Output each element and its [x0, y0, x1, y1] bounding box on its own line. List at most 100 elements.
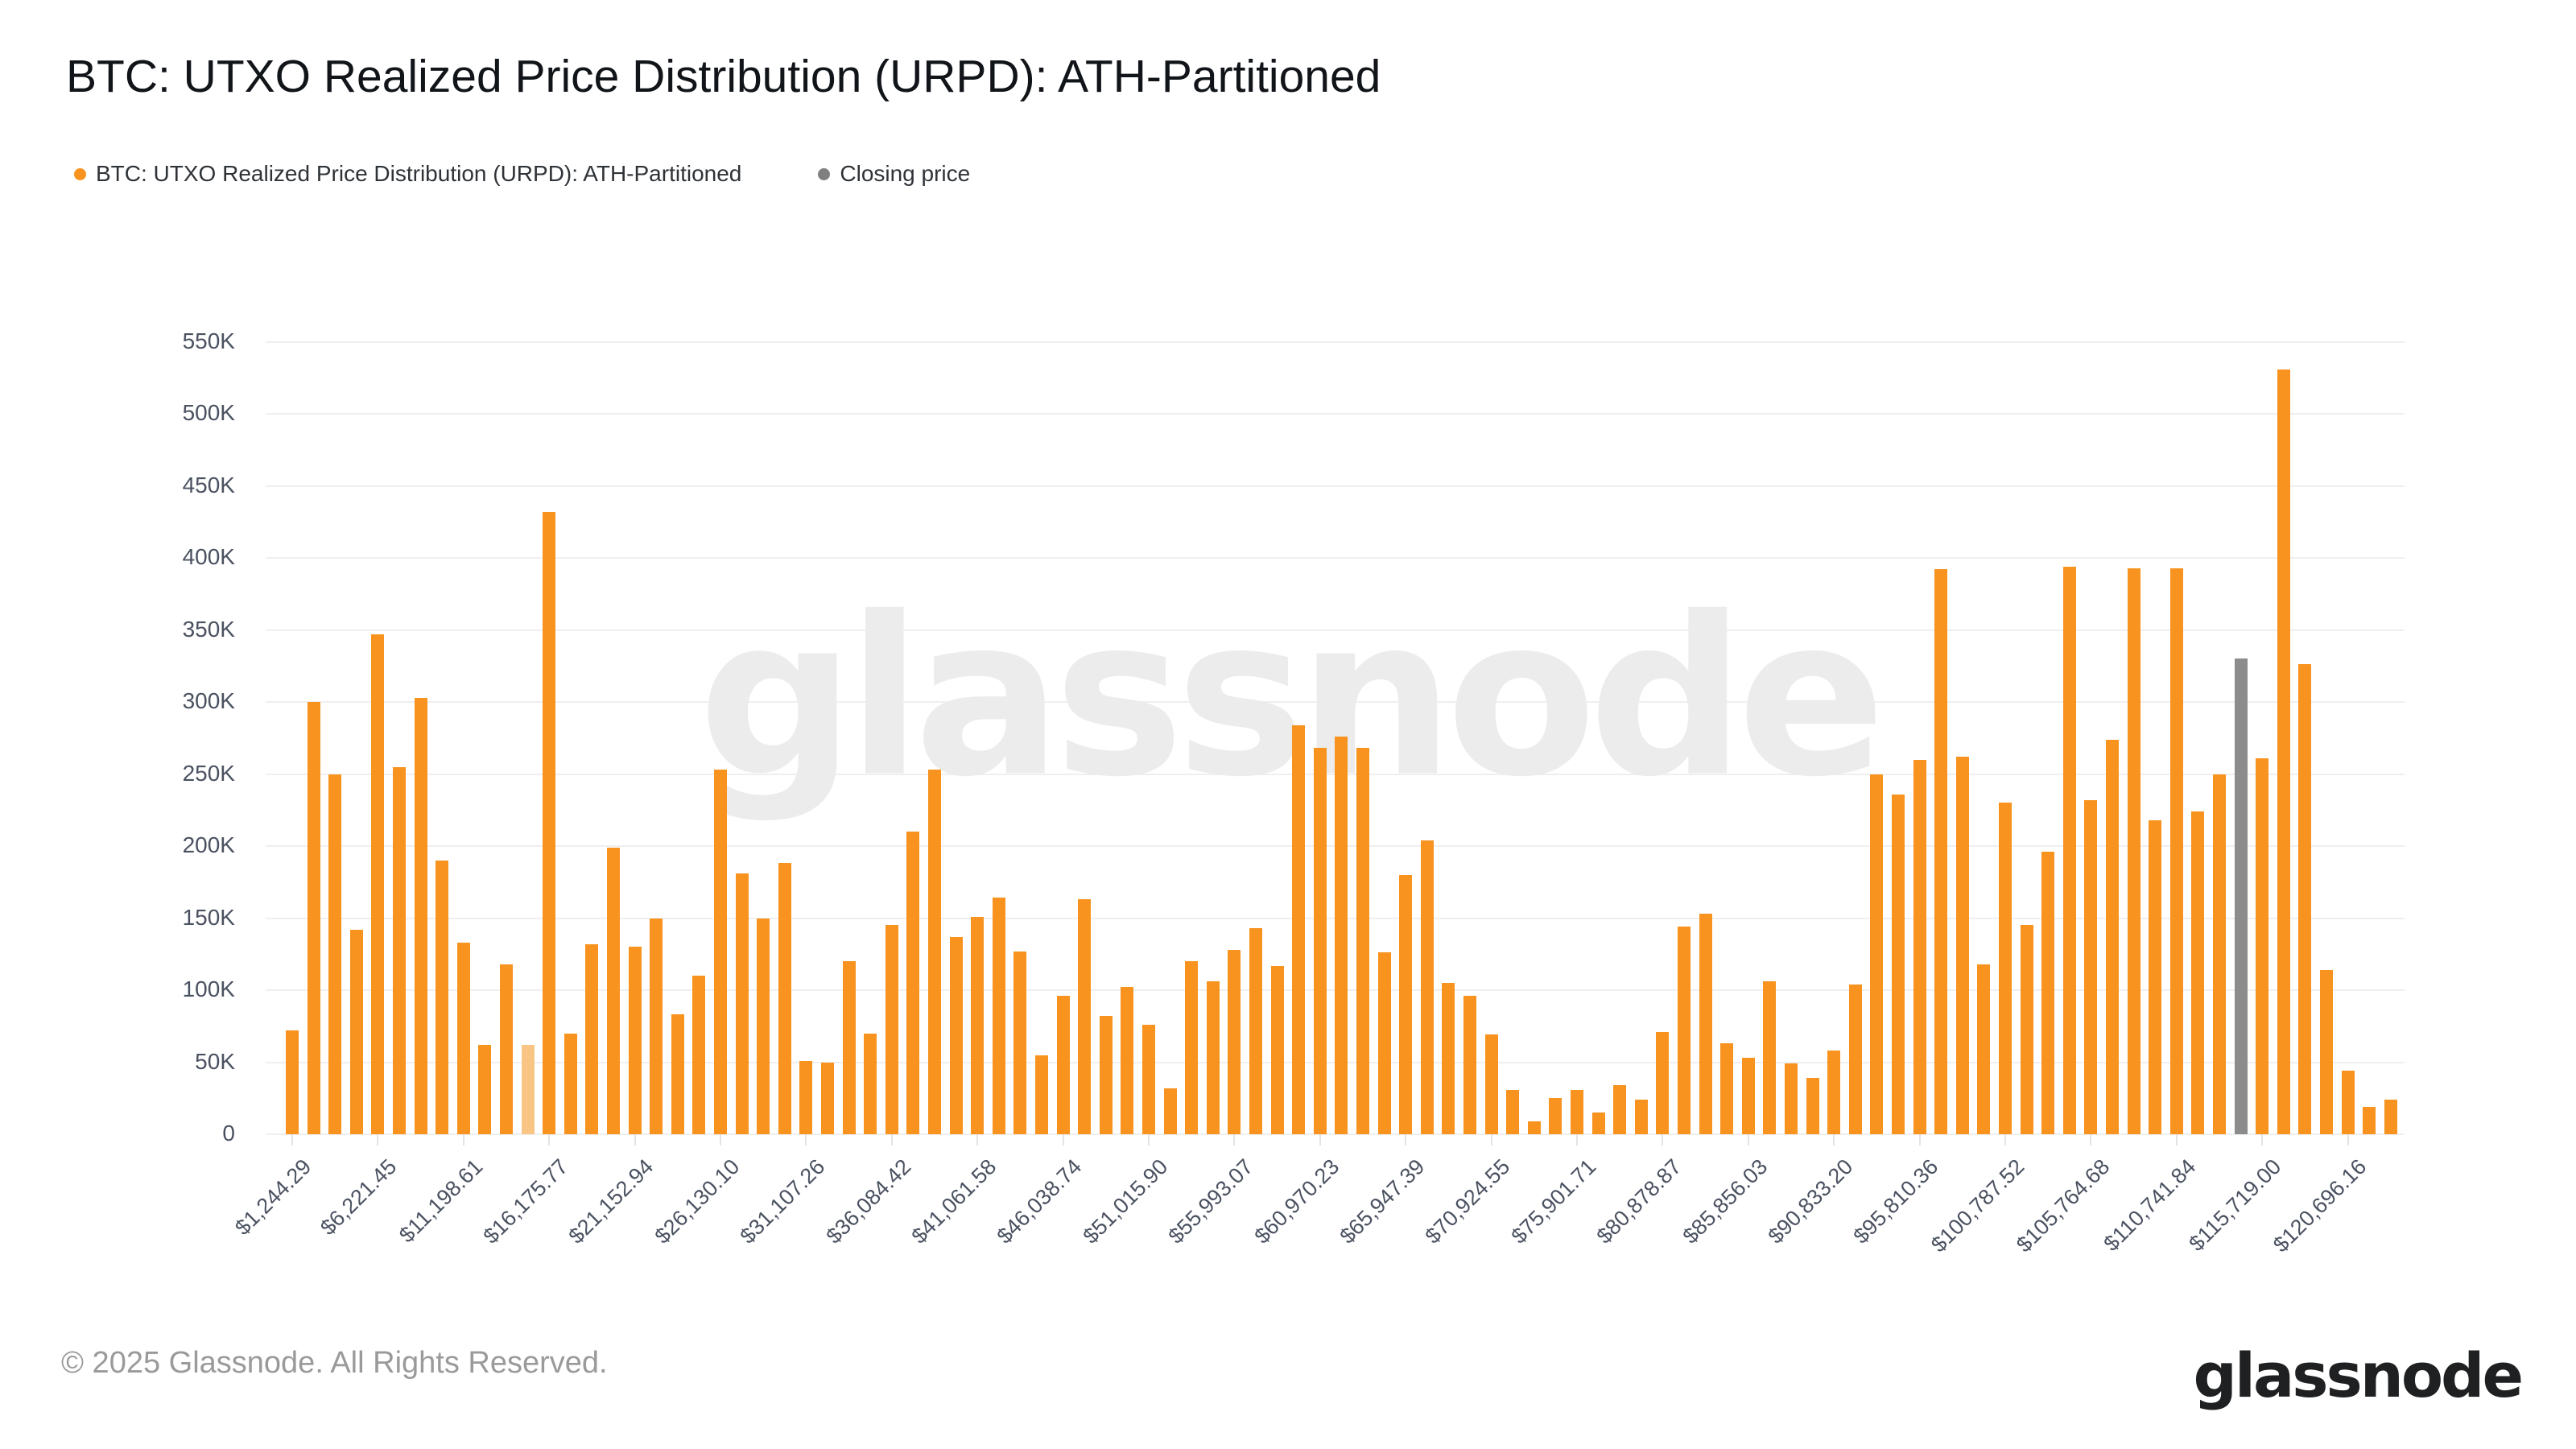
urpd-bar-22[interactable]: [735, 873, 749, 1134]
urpd-bar-66[interactable]: [1678, 927, 1690, 1134]
urpd-bar-27[interactable]: [842, 961, 856, 1134]
urpd-bar-85[interactable]: [2084, 799, 2098, 1134]
urpd-bar-45[interactable]: [1228, 949, 1241, 1134]
urpd-bar-11[interactable]: [500, 964, 513, 1134]
urpd-bar-41[interactable]: [1142, 1024, 1155, 1134]
urpd-bar-67[interactable]: [1699, 914, 1712, 1134]
urpd-bar-18[interactable]: [650, 918, 663, 1134]
urpd-bar-73[interactable]: [1827, 1051, 1841, 1134]
legend-item-urpd[interactable]: BTC: UTXO Realized Price Distribution (U…: [74, 161, 741, 187]
urpd-bar-72[interactable]: [1806, 1078, 1819, 1134]
urpd-bar-74[interactable]: [1848, 984, 1862, 1134]
urpd-bar-63[interactable]: [1613, 1085, 1627, 1134]
urpd-bar-21[interactable]: [714, 770, 727, 1134]
urpd-bar-80[interactable]: [1977, 964, 1991, 1134]
urpd-bar-40[interactable]: [1121, 987, 1134, 1134]
urpd-bar-46[interactable]: [1249, 928, 1262, 1134]
urpd-bar-15[interactable]: [585, 943, 599, 1134]
urpd-bar-26[interactable]: [821, 1062, 834, 1134]
urpd-bar-1[interactable]: [286, 1030, 299, 1134]
urpd-bar-62[interactable]: [1591, 1113, 1605, 1134]
urpd-bar-91[interactable]: [2213, 774, 2226, 1134]
urpd-bar-71[interactable]: [1785, 1063, 1798, 1134]
urpd-bar-33[interactable]: [971, 916, 985, 1134]
urpd-bar-83[interactable]: [2041, 852, 2055, 1134]
urpd-bar-54[interactable]: [1420, 840, 1434, 1134]
urpd-bar-75[interactable]: [1870, 774, 1884, 1134]
urpd-bar-48[interactable]: [1292, 724, 1306, 1134]
urpd-bar-84[interactable]: [2062, 566, 2076, 1134]
urpd-bar-79[interactable]: [1955, 757, 1969, 1134]
urpd-bar-96[interactable]: [2320, 969, 2333, 1134]
urpd-bar-69[interactable]: [1741, 1058, 1755, 1134]
urpd-bar-36[interactable]: [1035, 1055, 1048, 1134]
urpd-bar-93[interactable]: [2256, 758, 2269, 1134]
urpd-bar-44[interactable]: [1206, 981, 1220, 1134]
urpd-bar-16[interactable]: [607, 847, 620, 1134]
urpd-bar-28[interactable]: [864, 1033, 877, 1134]
urpd-bar-52[interactable]: [1377, 952, 1391, 1134]
urpd-bar-13[interactable]: [543, 511, 556, 1134]
urpd-bar-47[interactable]: [1270, 965, 1284, 1134]
urpd-bar-68[interactable]: [1720, 1043, 1734, 1134]
urpd-bar-82[interactable]: [2020, 925, 2033, 1134]
urpd-bar-42[interactable]: [1163, 1088, 1177, 1134]
urpd-bar-24[interactable]: [778, 863, 791, 1134]
urpd-bar-4[interactable]: [349, 929, 363, 1134]
urpd-bar-90[interactable]: [2191, 811, 2205, 1134]
urpd-bar-35[interactable]: [1013, 951, 1027, 1134]
urpd-bar-20[interactable]: [692, 976, 706, 1134]
urpd-bar-88[interactable]: [2149, 819, 2162, 1134]
urpd-bar-6[interactable]: [393, 766, 406, 1134]
urpd-bar-57[interactable]: [1484, 1034, 1498, 1134]
legend-item-closing-price[interactable]: Closing price: [818, 161, 970, 187]
urpd-bar-17[interactable]: [628, 947, 642, 1134]
urpd-bar-59[interactable]: [1527, 1121, 1541, 1134]
urpd-bar-34[interactable]: [992, 898, 1005, 1134]
urpd-bar-64[interactable]: [1634, 1100, 1648, 1134]
urpd-bar-87[interactable]: [2127, 568, 2140, 1134]
urpd-bar-19[interactable]: [671, 1014, 684, 1134]
urpd-bar-43[interactable]: [1185, 961, 1199, 1134]
urpd-bar-25[interactable]: [799, 1060, 813, 1134]
urpd-bar-2[interactable]: [307, 702, 320, 1134]
closing-price-bar[interactable]: [2234, 658, 2248, 1134]
urpd-bar-53[interactable]: [1399, 874, 1413, 1134]
urpd-bar-31[interactable]: [928, 770, 941, 1134]
urpd-bar-14[interactable]: [564, 1033, 577, 1134]
urpd-bar-98[interactable]: [2363, 1106, 2376, 1134]
urpd-bar-60[interactable]: [1549, 1098, 1563, 1134]
urpd-bar-38[interactable]: [1078, 899, 1092, 1134]
urpd-bar-39[interactable]: [1099, 1016, 1113, 1134]
urpd-bar-12[interactable]: [521, 1045, 535, 1134]
urpd-bar-29[interactable]: [885, 925, 898, 1134]
urpd-bar-7[interactable]: [414, 697, 427, 1134]
urpd-bar-61[interactable]: [1571, 1089, 1583, 1134]
urpd-bar-70[interactable]: [1763, 981, 1777, 1134]
urpd-bar-23[interactable]: [757, 918, 770, 1134]
urpd-bar-51[interactable]: [1356, 748, 1369, 1134]
urpd-bar-49[interactable]: [1313, 748, 1327, 1134]
urpd-bar-32[interactable]: [949, 936, 963, 1134]
urpd-bar-3[interactable]: [328, 774, 342, 1134]
urpd-bar-78[interactable]: [1934, 569, 1948, 1134]
urpd-bar-10[interactable]: [478, 1045, 492, 1134]
urpd-bar-50[interactable]: [1335, 736, 1348, 1134]
urpd-bar-89[interactable]: [2169, 568, 2183, 1134]
urpd-bar-55[interactable]: [1442, 983, 1455, 1134]
urpd-bar-95[interactable]: [2298, 664, 2312, 1134]
urpd-bar-94[interactable]: [2277, 369, 2290, 1134]
urpd-bar-77[interactable]: [1913, 759, 1926, 1134]
urpd-bar-65[interactable]: [1656, 1031, 1670, 1134]
urpd-bar-81[interactable]: [1999, 803, 2012, 1134]
urpd-bar-86[interactable]: [2106, 739, 2119, 1134]
urpd-bar-9[interactable]: [456, 942, 470, 1134]
urpd-bar-97[interactable]: [2341, 1071, 2355, 1134]
urpd-bar-30[interactable]: [906, 832, 920, 1134]
urpd-bar-56[interactable]: [1463, 996, 1476, 1134]
urpd-bar-8[interactable]: [436, 860, 449, 1134]
urpd-bar-99[interactable]: [2384, 1100, 2397, 1134]
urpd-bar-37[interactable]: [1056, 996, 1070, 1134]
urpd-bar-58[interactable]: [1506, 1089, 1520, 1134]
urpd-bar-76[interactable]: [1892, 794, 1905, 1134]
